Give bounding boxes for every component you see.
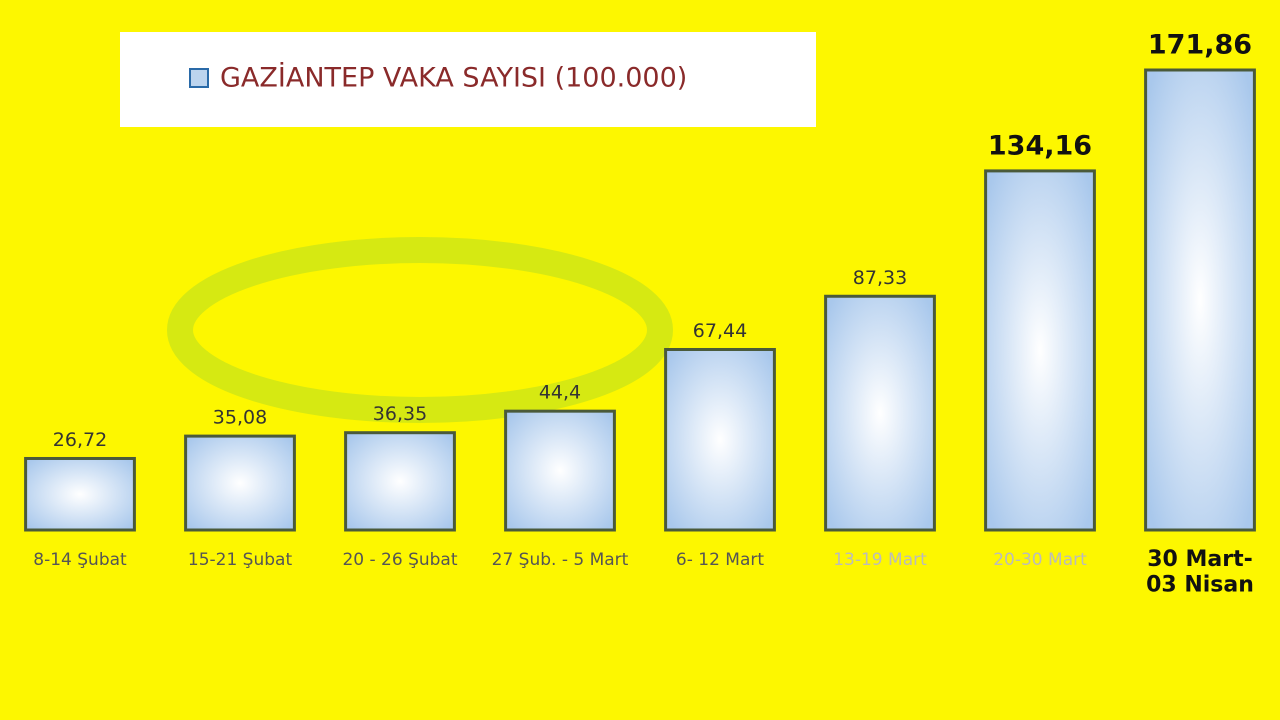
x-tick-label: 30 Mart-03 Nisan — [1146, 547, 1254, 597]
bar — [344, 431, 456, 532]
value-label: 67,44 — [693, 320, 747, 342]
watermark — [167, 237, 673, 423]
x-tick-label: 15-21 Şubat — [188, 550, 293, 570]
value-label: 36,35 — [373, 403, 427, 425]
bar — [24, 456, 136, 532]
value-label: 26,72 — [53, 429, 107, 451]
x-tick-label: 27 Şub. - 5 Mart — [492, 550, 629, 570]
bar — [184, 434, 296, 532]
legend-swatch — [189, 68, 209, 88]
bar — [664, 347, 776, 532]
x-tick-label: 8-14 Şubat — [33, 550, 127, 570]
x-tick-label: 20-30 Mart — [993, 550, 1087, 570]
legend — [120, 32, 816, 127]
bar — [1144, 68, 1256, 532]
bar — [984, 169, 1096, 532]
value-label: 35,08 — [213, 407, 267, 429]
x-tick-label: 20 - 26 Şubat — [342, 550, 457, 570]
bar — [824, 294, 936, 532]
x-tick-label: 6- 12 Mart — [676, 550, 764, 570]
value-label: 134,16 — [988, 130, 1092, 161]
value-label: 87,33 — [853, 267, 907, 289]
legend-label: GAZİANTEP VAKA SAYISI (100.000) — [220, 62, 687, 94]
value-label: 171,86 — [1148, 30, 1252, 61]
value-label: 44,4 — [539, 382, 581, 404]
bar — [504, 409, 616, 532]
x-tick-label: 13-19 Mart — [833, 550, 927, 570]
